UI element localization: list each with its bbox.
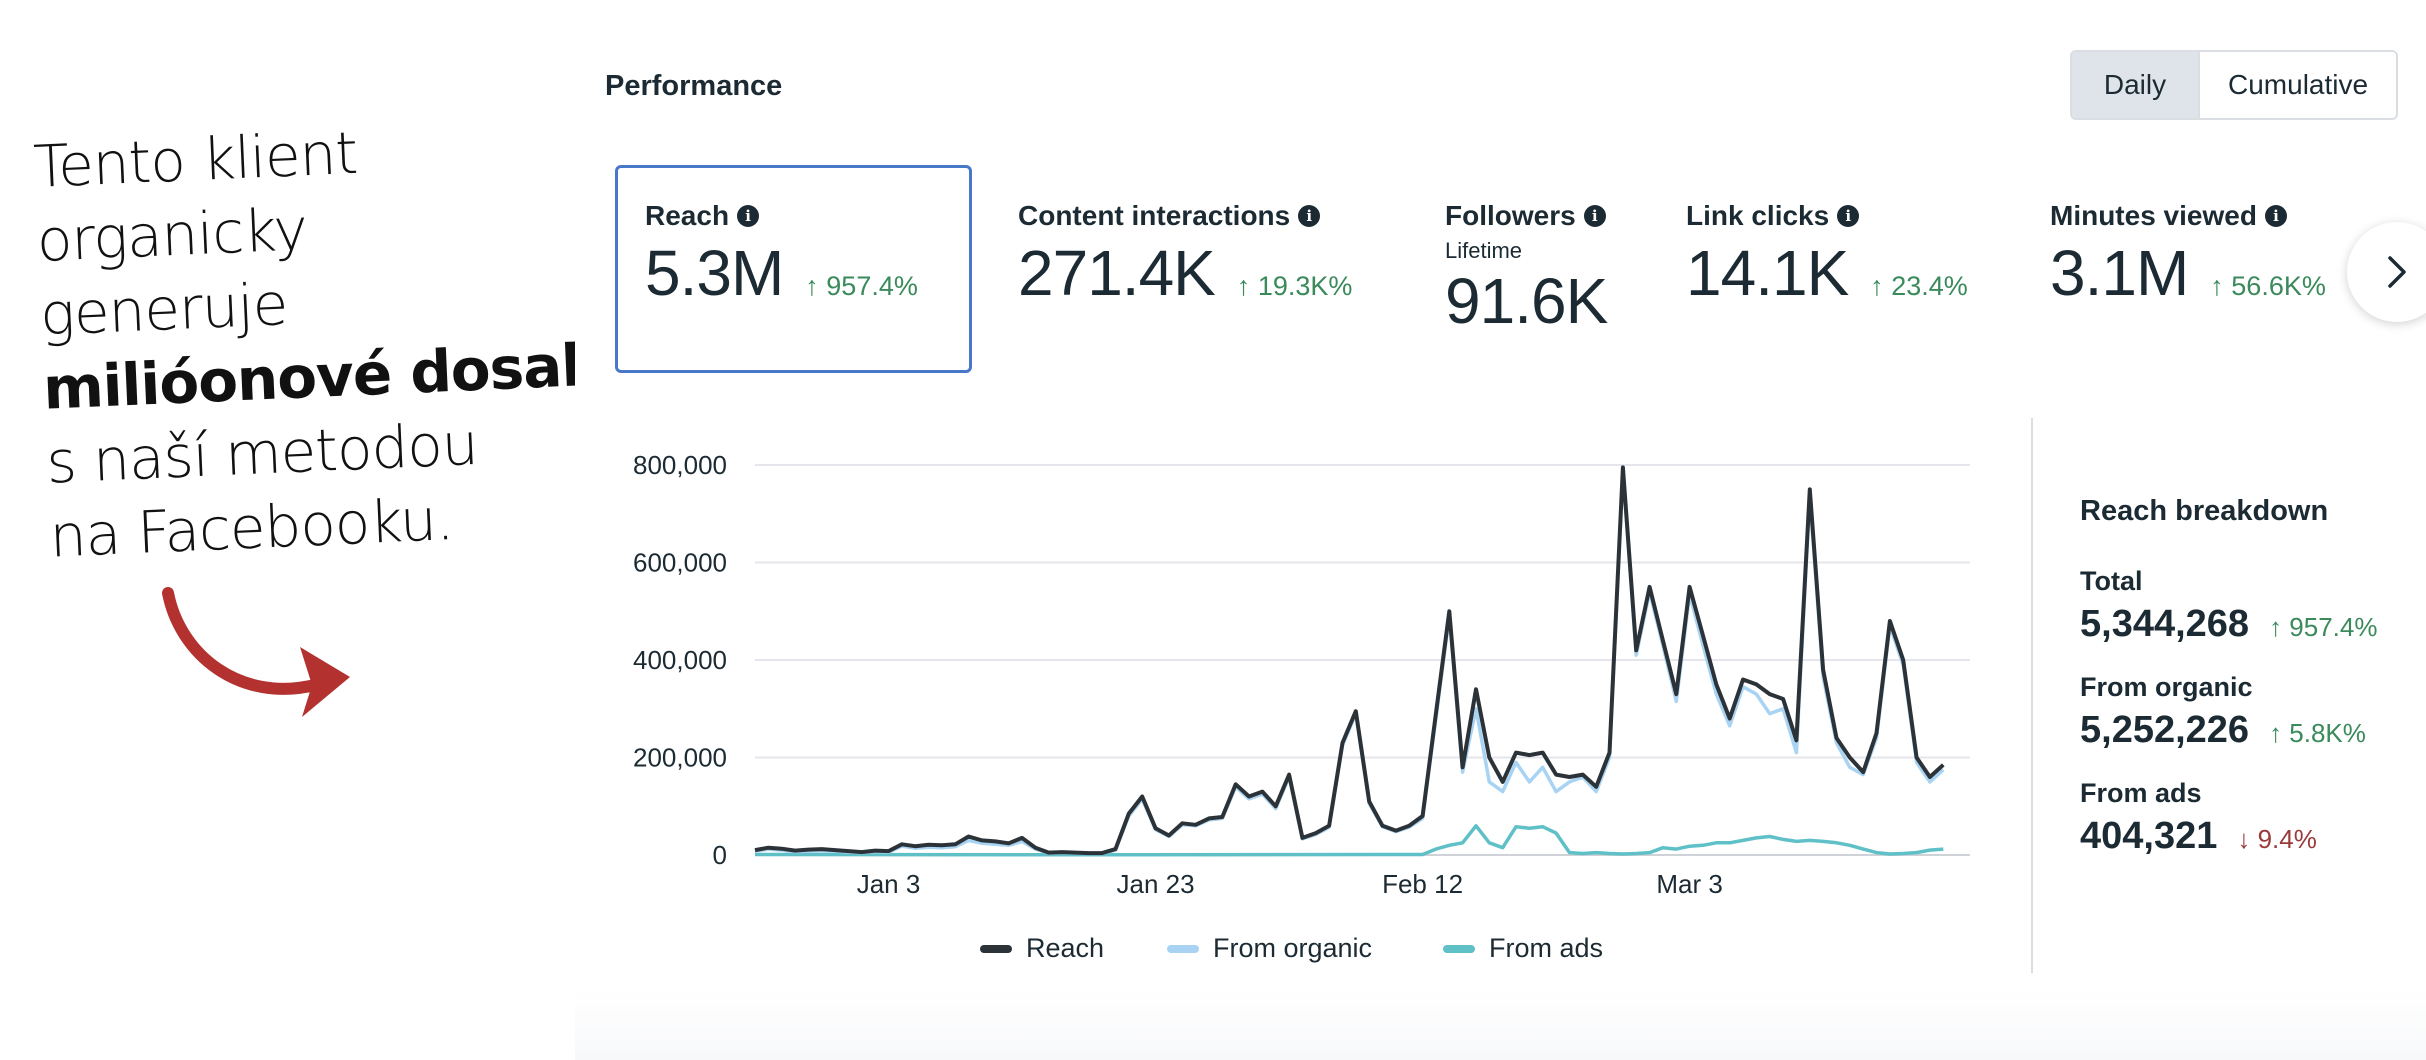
metric-label: Link clicks: [1686, 200, 1830, 231]
page-title: Performance: [605, 70, 783, 102]
breakdown-label: From ads: [2080, 778, 2202, 808]
metric-change: ↑ 19.3K%: [1236, 271, 1353, 301]
metric-link-clicks[interactable]: Link clicks i 14.1K ↑ 23.4%: [1686, 165, 1968, 310]
cumulative-button[interactable]: Cumulative: [2198, 52, 2397, 118]
promo-text: Tento klient organicky generuje milióono…: [32, 106, 639, 574]
metric-minutes-viewed[interactable]: Minutes viewed i 3.1M ↑ 56.6K%: [2050, 165, 2326, 310]
breakdown-from-organic: From organic 5,252,226 ↑ 5.8K%: [2080, 672, 2426, 752]
breakdown-title: Reach breakdown: [2080, 495, 2329, 527]
legend-label: From organic: [1213, 933, 1373, 963]
divider: [2031, 418, 2033, 973]
breakdown-label: Total: [2080, 566, 2143, 596]
y-tick-label: 800,000: [633, 450, 727, 480]
y-tick-label: 200,000: [633, 743, 727, 773]
reach-breakdown: Reach breakdown Total 5,344,268 ↑ 957.4%…: [2080, 495, 2426, 884]
next-metrics-button[interactable]: [2347, 222, 2426, 322]
metric-change: ↑ 957.4%: [805, 271, 918, 301]
info-icon[interactable]: i: [737, 205, 760, 227]
daily-button[interactable]: Daily: [2072, 52, 2198, 118]
metric-followers[interactable]: Followers i Lifetime 91.6K: [1445, 165, 1608, 338]
legend-swatch: [1167, 944, 1199, 953]
series-line-from-organic: [754, 470, 1945, 856]
metric-content-interactions[interactable]: Content interactions i 271.4K ↑ 19.3K%: [1018, 165, 1352, 310]
legend-from-ads[interactable]: From ads: [1443, 933, 1603, 964]
breakdown-total: Total 5,344,268 ↑ 957.4%: [2080, 566, 2426, 646]
metric-label: Minutes viewed: [2050, 200, 2257, 231]
metric-value: 14.1K: [1686, 237, 1849, 309]
metric-change: ↑ 56.6K%: [2210, 271, 2326, 301]
breakdown-from-ads: From ads 404,321 ↓ 9.4%: [2080, 778, 2426, 858]
breakdown-label: From organic: [2080, 672, 2253, 702]
breakdown-value: 5,252,226: [2080, 709, 2250, 751]
breakdown-change: ↑ 957.4%: [2269, 612, 2378, 642]
legend-swatch: [1443, 944, 1475, 953]
metric-reach[interactable]: Reach i 5.3M ↑ 957.4%: [615, 165, 972, 373]
legend-from-organic[interactable]: From organic: [1167, 933, 1372, 964]
legend-swatch: [980, 944, 1012, 953]
breakdown-change: ↓ 9.4%: [2237, 824, 2317, 854]
metric-change: ↑ 23.4%: [1870, 271, 1968, 301]
legend-label: From ads: [1489, 933, 1604, 963]
metric-value: 271.4K: [1018, 237, 1216, 309]
info-icon[interactable]: i: [1298, 205, 1321, 227]
metric-label: Followers: [1445, 200, 1576, 231]
series-line-from-ads: [754, 824, 1944, 857]
x-tick-label: Jan 3: [857, 869, 921, 899]
x-tick-label: Feb 12: [1382, 869, 1463, 899]
performance-panel: Performance Daily Cumulative Reach i 5.3M…: [575, 0, 2426, 1000]
x-tick-label: Jan 23: [1117, 869, 1195, 899]
breakdown-value: 5,344,268: [2080, 603, 2250, 645]
chevron-right-icon: [2388, 256, 2406, 288]
metric-label: Reach: [645, 200, 730, 231]
breakdown-change: ↑ 5.8K%: [2269, 718, 2366, 748]
metric-value: 5.3M: [645, 237, 784, 309]
legend-reach[interactable]: Reach: [980, 933, 1104, 964]
curved-arrow-icon: [162, 587, 350, 717]
reach-chart: 0 200,000 400,000 600,000 800,000 Jan 3 Jan 23…: [575, 420, 2015, 920]
x-tick-label: Mar 3: [1656, 869, 1722, 899]
info-icon[interactable]: i: [2264, 205, 2287, 227]
metric-value: 91.6K: [1445, 265, 1608, 337]
view-toggle: Daily Cumulative: [2070, 50, 2399, 120]
y-tick-label: 600,000: [633, 548, 727, 578]
y-tick-label: 0: [713, 840, 727, 870]
info-icon[interactable]: i: [1837, 205, 1860, 227]
metric-value: 3.1M: [2050, 237, 2189, 309]
metric-label: Content interactions: [1018, 200, 1291, 231]
bottom-fade: [575, 990, 2426, 1060]
breakdown-value: 404,321: [2080, 815, 2218, 857]
reach-line-chart: 0 200,000 400,000 600,000 800,000 Jan 3 Jan 23…: [633, 450, 1970, 899]
series-line-reach: [754, 465, 1945, 856]
info-icon[interactable]: i: [1583, 205, 1606, 227]
legend-label: Reach: [1026, 933, 1105, 963]
y-tick-label: 400,000: [633, 645, 727, 675]
metric-sublabel: Lifetime: [1445, 238, 1523, 263]
